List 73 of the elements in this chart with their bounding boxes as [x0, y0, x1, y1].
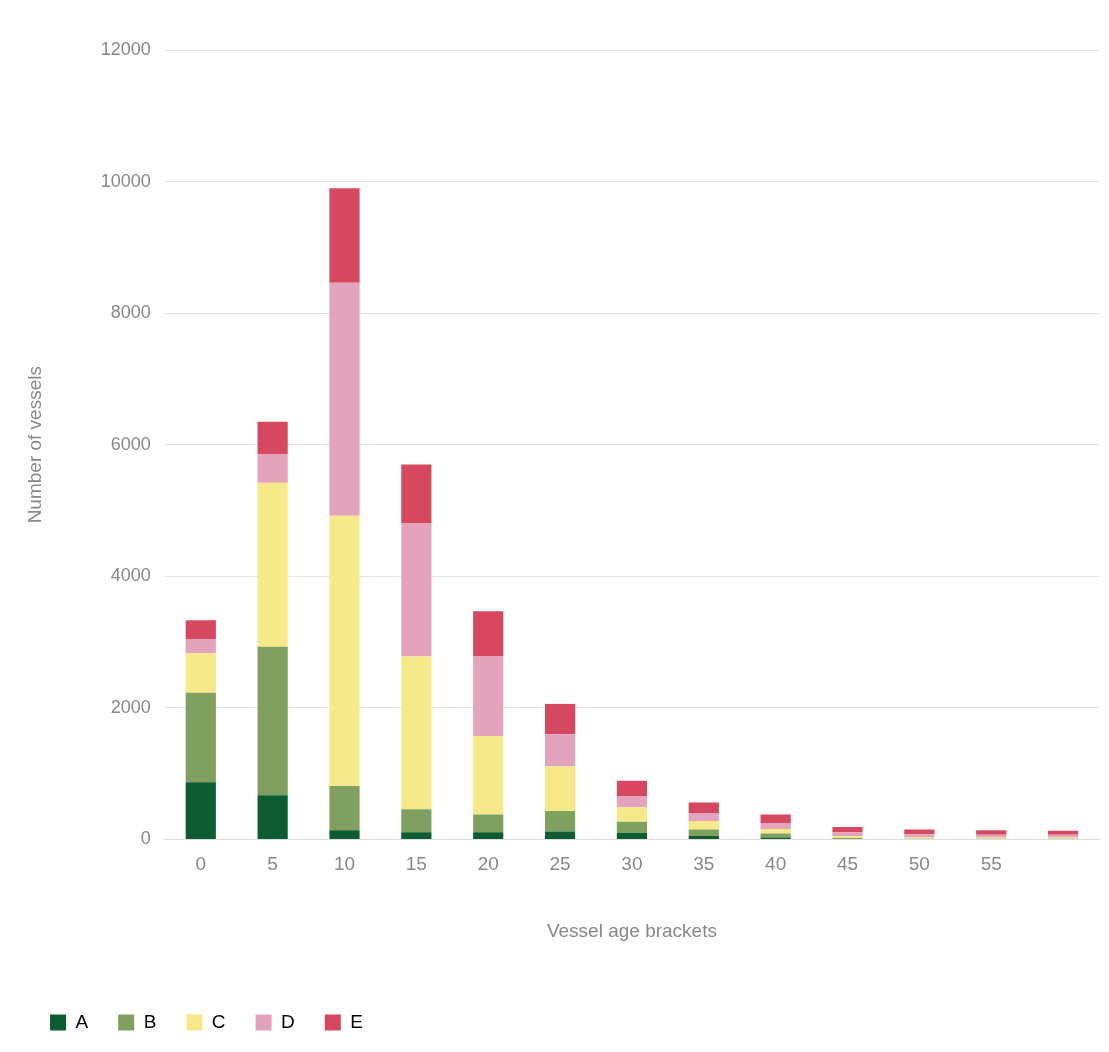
- bar: [401, 809, 432, 833]
- bar: [544, 831, 576, 839]
- bar: [473, 814, 504, 833]
- bar: [688, 802, 719, 814]
- bar: [688, 836, 719, 839]
- y-tick-label: 0: [140, 828, 151, 849]
- bar: [257, 421, 288, 454]
- bar: [544, 766, 576, 812]
- bar: [616, 821, 648, 833]
- bar: [185, 620, 216, 640]
- bar: [257, 795, 288, 839]
- bar: [329, 188, 360, 283]
- bar: [616, 807, 648, 822]
- legend-label: E: [350, 1010, 363, 1032]
- bar: [329, 786, 360, 831]
- bar: [257, 482, 288, 647]
- bar: [185, 639, 216, 654]
- bar: [760, 833, 791, 838]
- bar: [473, 656, 504, 737]
- bar: [401, 522, 432, 657]
- x-tick-label: 35: [693, 853, 715, 875]
- x-axis-title: Vessel age brackets: [546, 919, 717, 941]
- bar: [473, 611, 504, 657]
- bar: [760, 814, 791, 823]
- bar: [185, 692, 216, 783]
- bar: [1047, 830, 1079, 835]
- bar: [544, 703, 576, 735]
- x-tick-label: 15: [405, 853, 427, 875]
- bar: [760, 822, 791, 829]
- bar: [401, 464, 432, 523]
- bar: [329, 515, 360, 787]
- bar: [616, 795, 648, 808]
- bar: [185, 653, 216, 693]
- legend-label: A: [75, 1010, 89, 1032]
- bar: [544, 734, 576, 767]
- x-tick-label: 0: [195, 853, 207, 875]
- bar: [329, 830, 360, 839]
- bar: [401, 832, 432, 839]
- y-axis-title: Number of vessels: [23, 366, 45, 524]
- bar: [616, 832, 648, 839]
- bar: [688, 813, 719, 821]
- x-tick-label: 10: [333, 853, 356, 875]
- y-tick-label: 12000: [100, 38, 151, 59]
- bar: [257, 646, 288, 796]
- bar: [544, 811, 576, 832]
- bar: [185, 782, 216, 839]
- x-tick-label: 50: [908, 853, 930, 875]
- bar: [688, 829, 719, 837]
- x-tick-label: 30: [621, 853, 643, 875]
- x-tick-label: 55: [980, 853, 1002, 875]
- y-tick-label: 6000: [110, 433, 151, 454]
- x-tick-label: 20: [477, 853, 499, 875]
- y-tick-label: 2000: [110, 696, 151, 717]
- x-tick-label: 25: [549, 853, 571, 875]
- bar: [257, 453, 288, 483]
- x-tick-label: 5: [267, 853, 278, 875]
- y-tick-label: 10000: [100, 170, 151, 191]
- bar: [832, 832, 863, 837]
- x-tick-label: 45: [836, 853, 859, 875]
- bar: [329, 282, 360, 516]
- bar: [401, 656, 432, 810]
- bar: [832, 826, 863, 833]
- bar: [976, 830, 1007, 835]
- bar: [616, 780, 648, 796]
- bar: [473, 736, 504, 815]
- y-tick-label: 8000: [110, 302, 151, 323]
- bar: [473, 832, 504, 839]
- legend-label: D: [281, 1010, 295, 1032]
- y-tick-label: 4000: [110, 565, 151, 586]
- bar: [688, 820, 719, 830]
- legend-label: B: [143, 1010, 157, 1032]
- legend-label: C: [211, 1010, 226, 1032]
- x-tick-label: 40: [765, 853, 787, 875]
